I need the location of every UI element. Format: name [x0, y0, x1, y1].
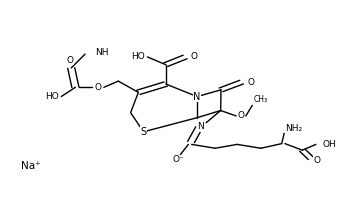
Text: O: O	[313, 156, 320, 165]
Text: NH₂: NH₂	[285, 124, 302, 133]
Text: HO: HO	[132, 53, 145, 61]
Text: N: N	[197, 122, 204, 131]
Text: O: O	[191, 53, 198, 61]
Text: O: O	[66, 56, 73, 65]
Text: NH: NH	[96, 48, 109, 57]
Text: O: O	[238, 111, 244, 120]
Text: Na⁺: Na⁺	[20, 161, 40, 171]
Text: CH₃: CH₃	[254, 95, 268, 104]
Text: O⁻: O⁻	[173, 155, 185, 164]
Text: O: O	[247, 78, 254, 87]
Text: O: O	[95, 83, 102, 92]
Text: N: N	[193, 92, 201, 102]
Text: OH: OH	[323, 140, 337, 149]
Text: S: S	[140, 127, 147, 137]
Text: HO: HO	[45, 92, 59, 101]
